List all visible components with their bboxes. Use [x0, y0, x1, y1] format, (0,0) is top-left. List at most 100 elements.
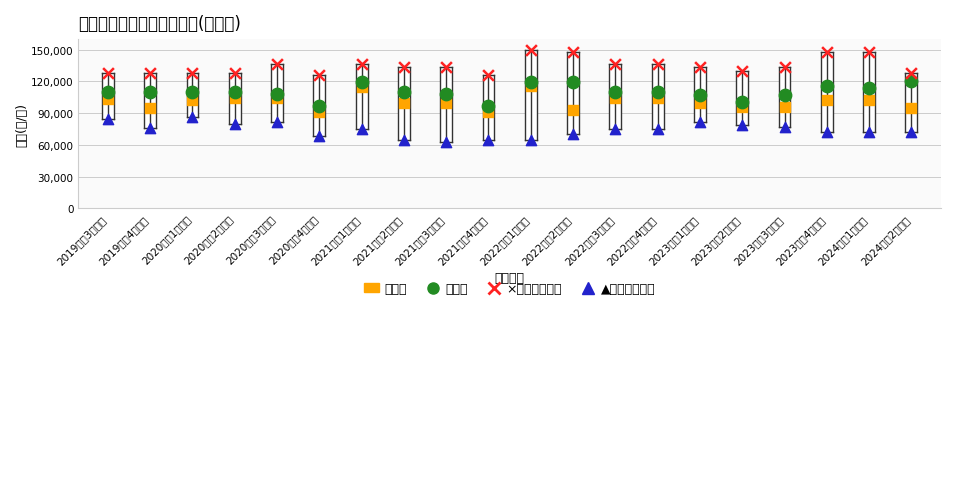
- Point: [142, 89, 158, 96]
- Point: [692, 64, 707, 72]
- Point: [270, 61, 285, 69]
- Point: [819, 129, 835, 137]
- Point: [396, 136, 411, 144]
- Point: [734, 98, 750, 106]
- Bar: [483, 76, 494, 140]
- Bar: [652, 65, 663, 130]
- Point: [734, 104, 750, 111]
- Point: [439, 64, 454, 72]
- Point: [481, 109, 496, 117]
- Bar: [398, 68, 410, 140]
- Point: [523, 136, 538, 144]
- Point: [312, 72, 327, 80]
- Point: [650, 89, 665, 96]
- Bar: [356, 65, 367, 130]
- Point: [396, 64, 411, 72]
- Point: [100, 89, 116, 96]
- Point: [650, 61, 665, 69]
- Point: [903, 105, 919, 112]
- Point: [481, 103, 496, 110]
- Point: [692, 92, 707, 100]
- Point: [142, 125, 158, 132]
- Point: [692, 119, 707, 126]
- Point: [228, 120, 243, 128]
- Point: [565, 107, 580, 115]
- Text: 愛知県岡崎市の基本統計量(住宅地): 愛知県岡崎市の基本統計量(住宅地): [78, 15, 241, 33]
- Point: [608, 126, 623, 133]
- Bar: [441, 68, 452, 143]
- Point: [481, 72, 496, 80]
- Point: [439, 139, 454, 146]
- Point: [100, 117, 116, 124]
- Point: [185, 89, 200, 96]
- Point: [565, 80, 580, 87]
- Point: [565, 131, 580, 139]
- Point: [270, 119, 285, 126]
- Point: [142, 70, 158, 78]
- Bar: [102, 74, 114, 120]
- Bar: [567, 53, 579, 135]
- Point: [777, 124, 793, 132]
- Bar: [821, 53, 833, 133]
- Point: [312, 133, 327, 141]
- Point: [819, 49, 835, 57]
- Point: [650, 96, 665, 103]
- Point: [565, 49, 580, 57]
- X-axis label: 取引時点: 取引時点: [494, 272, 525, 285]
- Bar: [228, 74, 241, 124]
- Point: [777, 104, 793, 111]
- Point: [354, 126, 369, 133]
- Point: [819, 97, 835, 105]
- Point: [312, 103, 327, 110]
- Bar: [144, 74, 156, 129]
- Point: [439, 91, 454, 99]
- Point: [861, 49, 877, 57]
- Point: [608, 89, 623, 96]
- Bar: [736, 72, 749, 125]
- Point: [396, 99, 411, 107]
- Bar: [609, 65, 621, 130]
- Point: [185, 70, 200, 78]
- Point: [903, 70, 919, 78]
- Point: [270, 91, 285, 99]
- Point: [270, 96, 285, 103]
- Point: [523, 47, 538, 54]
- Point: [228, 96, 243, 103]
- Point: [734, 121, 750, 129]
- Point: [185, 97, 200, 105]
- Y-axis label: 金額(円/㎡): 金額(円/㎡): [15, 103, 28, 146]
- Point: [396, 89, 411, 96]
- Point: [903, 78, 919, 86]
- Bar: [272, 65, 283, 122]
- Point: [354, 80, 369, 87]
- Point: [228, 70, 243, 78]
- Point: [608, 96, 623, 103]
- Point: [523, 83, 538, 90]
- Point: [354, 84, 369, 91]
- Point: [100, 96, 116, 104]
- Point: [100, 70, 116, 78]
- Point: [439, 99, 454, 107]
- Bar: [778, 68, 791, 128]
- Point: [777, 92, 793, 100]
- Point: [608, 61, 623, 69]
- Point: [185, 114, 200, 122]
- Point: [819, 83, 835, 90]
- Point: [692, 99, 707, 107]
- Point: [734, 68, 750, 75]
- Point: [354, 61, 369, 69]
- Point: [861, 129, 877, 137]
- Bar: [905, 74, 918, 133]
- Point: [523, 80, 538, 87]
- Bar: [525, 50, 536, 140]
- Bar: [863, 53, 875, 133]
- Point: [777, 64, 793, 72]
- Point: [312, 109, 327, 117]
- Point: [481, 136, 496, 144]
- Point: [142, 105, 158, 112]
- Legend: 平均値, 中央値, ×第３四分位数, ▲第１四分位数: 平均値, 中央値, ×第３四分位数, ▲第１四分位数: [358, 277, 661, 300]
- Bar: [186, 74, 199, 118]
- Point: [903, 129, 919, 137]
- Point: [861, 85, 877, 93]
- Bar: [694, 68, 706, 122]
